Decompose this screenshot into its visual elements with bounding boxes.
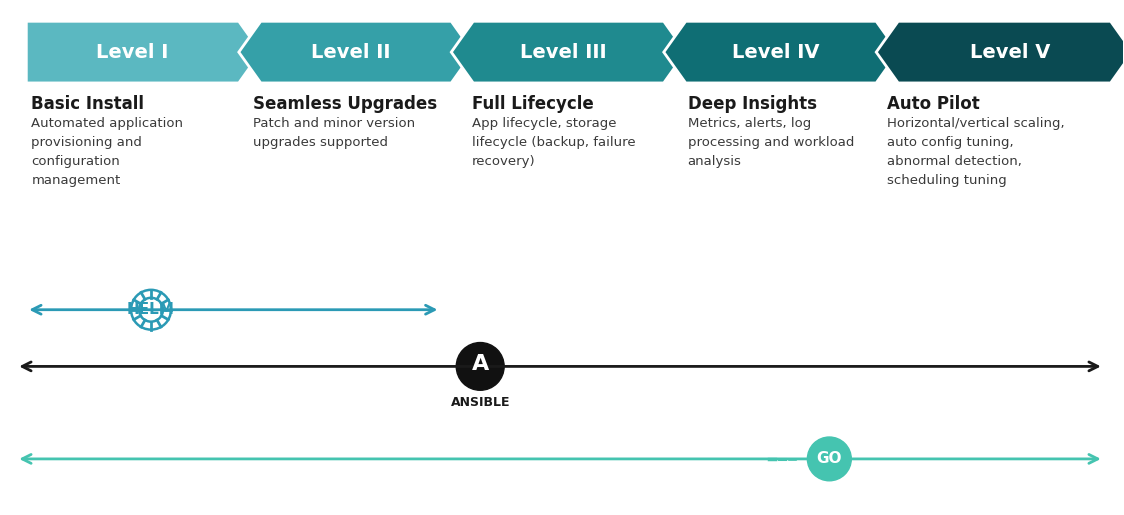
Text: Full Lifecycle: Full Lifecycle <box>472 95 593 113</box>
Text: Patch and minor version
upgrades supported: Patch and minor version upgrades support… <box>253 117 415 149</box>
Text: App lifecycle, storage
lifecycle (backup, failure
recovery): App lifecycle, storage lifecycle (backup… <box>472 117 636 168</box>
Text: Automated application
provisioning and
configuration
management: Automated application provisioning and c… <box>31 117 183 187</box>
Text: Horizontal/vertical scaling,
auto config tuning,
abnormal detection,
scheduling : Horizontal/vertical scaling, auto config… <box>887 117 1064 187</box>
Text: Seamless Upgrades: Seamless Upgrades <box>253 95 437 113</box>
Text: Level I: Level I <box>97 43 169 62</box>
Polygon shape <box>26 21 261 83</box>
Text: Basic Install: Basic Install <box>31 95 144 113</box>
Text: Auto Pilot: Auto Pilot <box>887 95 980 113</box>
Text: GO: GO <box>817 452 842 467</box>
Polygon shape <box>664 21 898 83</box>
Polygon shape <box>238 21 473 83</box>
Text: Level III: Level III <box>519 43 606 62</box>
Text: HELM: HELM <box>127 302 175 317</box>
Text: Deep Insights: Deep Insights <box>688 95 817 113</box>
Text: Level IV: Level IV <box>732 43 819 62</box>
Text: Metrics, alerts, log
processing and workload
analysis: Metrics, alerts, log processing and work… <box>688 117 854 168</box>
Text: ANSIBLE: ANSIBLE <box>451 396 510 409</box>
Text: Level II: Level II <box>310 43 390 62</box>
Circle shape <box>807 437 851 481</box>
Circle shape <box>456 342 505 390</box>
Polygon shape <box>451 21 686 83</box>
Text: A: A <box>472 354 489 374</box>
Text: Level V: Level V <box>970 43 1050 62</box>
Polygon shape <box>877 21 1124 83</box>
